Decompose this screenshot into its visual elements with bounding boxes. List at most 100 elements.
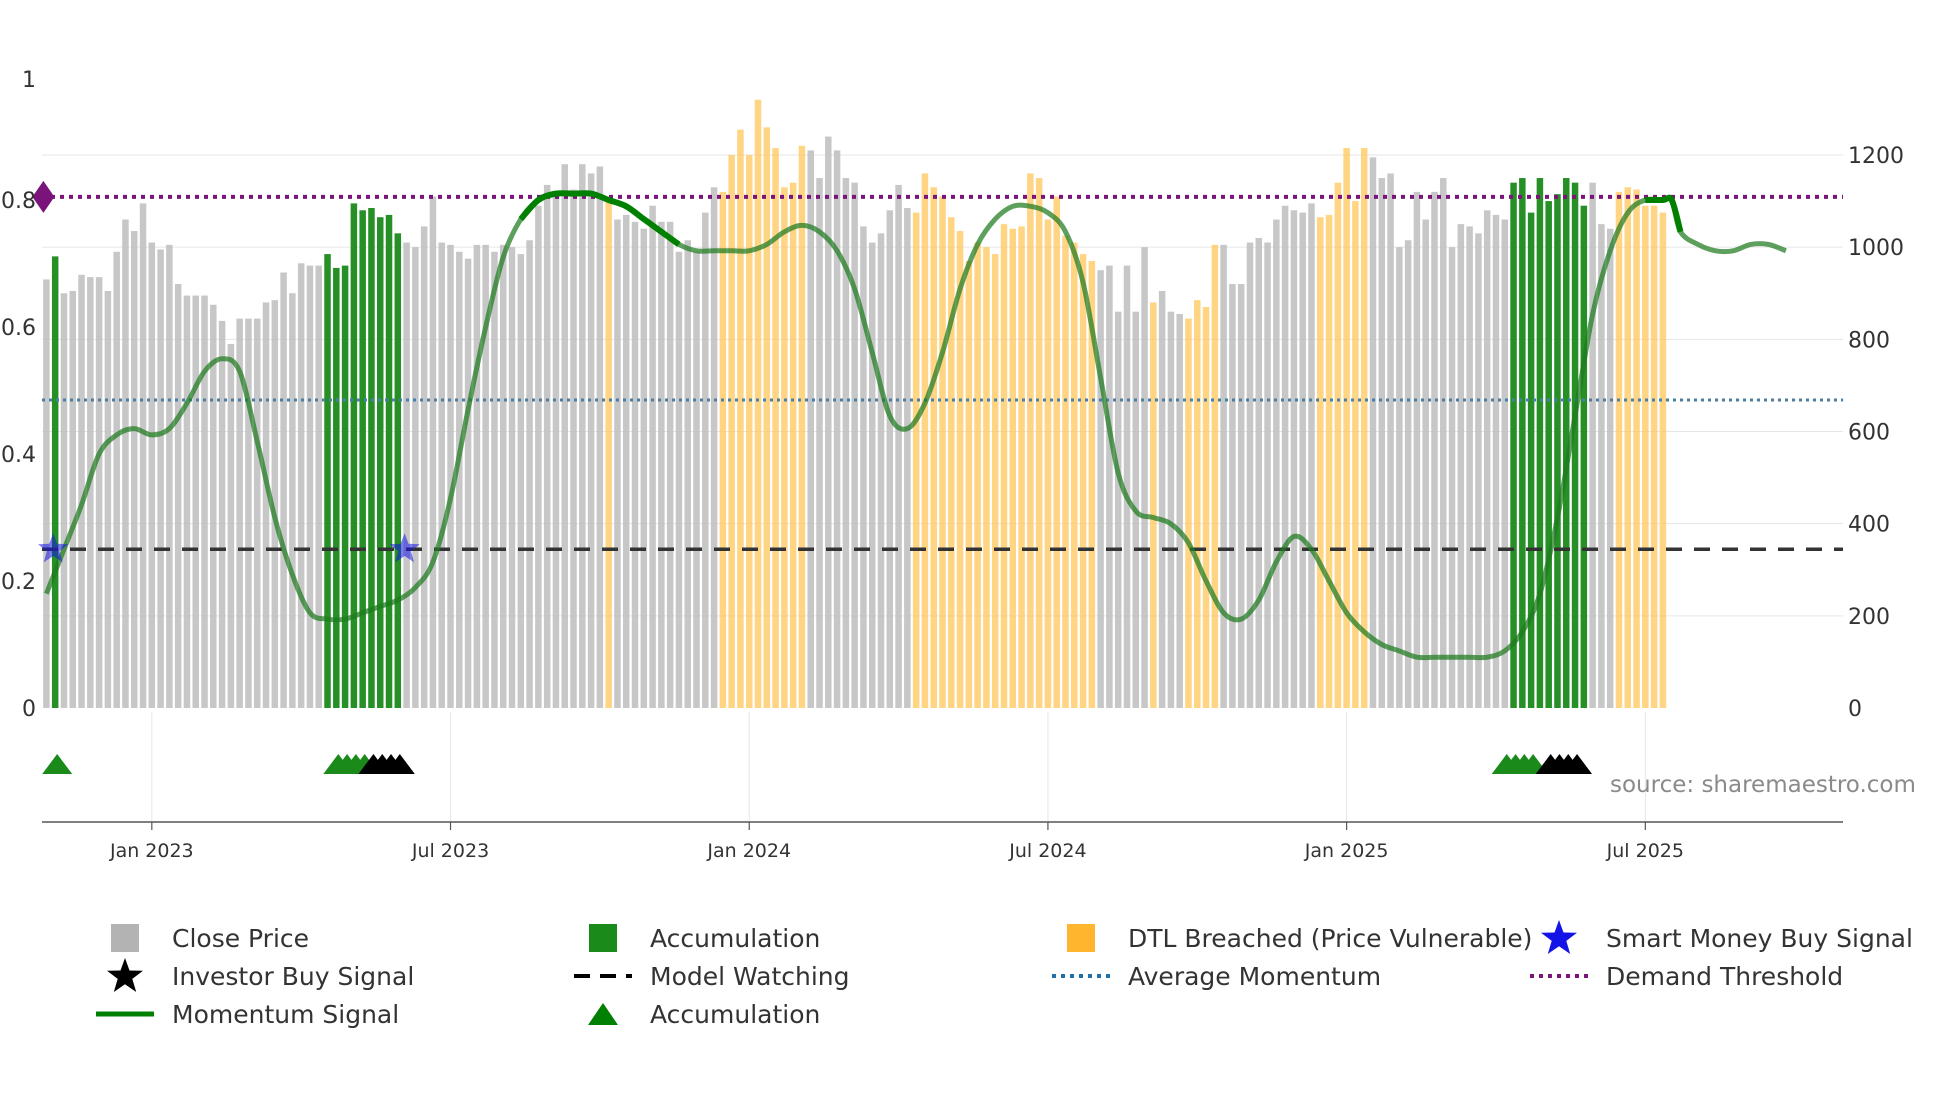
close-price-bar xyxy=(666,221,674,708)
legend-label: Momentum Signal xyxy=(172,999,400,1029)
right-tick-label: 800 xyxy=(1848,328,1890,353)
legend-triangle-icon xyxy=(568,996,638,1032)
dtl-breached-bar xyxy=(789,182,797,708)
dtl-breached-bar xyxy=(1352,201,1359,709)
close-price-bar xyxy=(1123,265,1131,708)
right-tick-label: 0 xyxy=(1848,697,1862,722)
close-price-bar xyxy=(262,302,270,708)
close-price-bar xyxy=(456,251,463,708)
x-tick-label: Jul 2025 xyxy=(1606,840,1684,862)
close-price-bar xyxy=(1440,178,1447,708)
dtl-breached-bar xyxy=(1659,212,1667,708)
close-price-bar xyxy=(851,182,858,708)
close-price-bar xyxy=(1176,313,1183,708)
dtl-breached-bar xyxy=(1185,318,1192,708)
dtl-breached-bar xyxy=(605,201,612,709)
close-price-bar xyxy=(622,214,630,709)
accumulation-triangle xyxy=(42,754,73,774)
close-price-bar xyxy=(473,244,481,709)
x-tick-label: Jul 2024 xyxy=(1008,840,1086,862)
close-price-bar xyxy=(1299,212,1306,708)
legend-label: Demand Threshold xyxy=(1606,961,1844,991)
close-price-bar xyxy=(69,290,76,708)
legend-line-icon xyxy=(90,996,160,1032)
right-tick-label: 200 xyxy=(1848,605,1890,630)
dtl-breached-bar xyxy=(1360,148,1368,708)
momentum-signal xyxy=(44,190,1787,661)
dtl-breached-bar xyxy=(1650,205,1658,709)
close-price-bar xyxy=(1422,219,1429,708)
momentum-line-strong xyxy=(1645,194,1684,233)
close-price-bar xyxy=(1606,228,1614,708)
close-price-bar xyxy=(1387,173,1394,708)
close-price-bar xyxy=(1598,224,1605,708)
close-price-bar xyxy=(236,318,243,708)
legend-label: Accumulation xyxy=(650,999,821,1029)
close-price-bar xyxy=(227,343,235,708)
close-price-bar xyxy=(526,240,533,709)
close-price-bar xyxy=(570,189,577,708)
accumulation-bar xyxy=(1571,182,1579,708)
close-price-bar xyxy=(122,219,129,708)
dtl-breached-bar xyxy=(1000,224,1008,708)
close-price-bar xyxy=(825,136,832,709)
close-price-bar xyxy=(1167,311,1175,708)
dtl-breached-bar xyxy=(1317,217,1324,708)
accumulation-bar xyxy=(1580,205,1588,709)
close-price-bar xyxy=(412,247,419,708)
x-tick-label: Jan 2025 xyxy=(1304,840,1389,862)
close-price-bar xyxy=(816,178,823,708)
momentum-line-strong xyxy=(518,190,681,247)
accumulation-bar xyxy=(333,267,340,708)
accumulation-bar xyxy=(1527,212,1535,708)
dtl-breached-bar xyxy=(991,254,999,708)
dtl-breached-bar xyxy=(1009,228,1017,708)
close-price-bar xyxy=(1308,203,1315,708)
momentum-line xyxy=(44,190,1787,661)
close-price-bar xyxy=(245,318,252,708)
close-price-bar xyxy=(148,242,156,708)
close-price-bar xyxy=(201,295,208,708)
dtl-breached-bar xyxy=(1633,189,1640,708)
close-price-bar xyxy=(702,212,709,708)
legend-label: Close Price xyxy=(172,923,310,953)
close-price-bar xyxy=(1448,247,1456,708)
close-price-bar xyxy=(253,318,261,708)
close-price-bar xyxy=(1106,265,1113,708)
close-price-bar xyxy=(1431,191,1438,708)
legend-label: Accumulation xyxy=(650,923,821,953)
close-price-bar xyxy=(1589,182,1596,708)
close-price-bar xyxy=(1290,210,1298,709)
close-price-bar xyxy=(297,263,305,708)
dtl-breached-bar xyxy=(1150,302,1157,708)
close-price-bar xyxy=(1404,240,1412,709)
dtl-breached-bar xyxy=(772,148,779,708)
x-tick-label: Jul 2023 xyxy=(411,840,489,862)
close-price-bar xyxy=(1501,219,1509,708)
close-price-bar xyxy=(904,207,911,708)
legend-label: DTL Breached (Price Vulnerable) xyxy=(1128,923,1533,953)
close-price-bar xyxy=(860,226,867,708)
dtl-breached-bar xyxy=(965,260,973,708)
left-tick-label: 1 xyxy=(22,68,36,93)
legend-item: Model Watching xyxy=(568,958,850,994)
close-price-bar xyxy=(877,233,885,708)
right-tick-label: 1200 xyxy=(1848,144,1904,169)
close-price-bar xyxy=(95,277,103,708)
close-price-bar xyxy=(640,228,648,708)
close-price-bar xyxy=(60,293,68,708)
legend-dot-icon xyxy=(1524,958,1594,994)
close-price-bar xyxy=(1466,226,1473,708)
close-price-bar xyxy=(1475,233,1482,708)
accumulation-bar xyxy=(341,265,349,708)
dtl-breached-bar xyxy=(912,212,920,708)
dtl-breached-bar xyxy=(1211,244,1219,709)
accumulation-bar xyxy=(1510,182,1517,708)
left-tick-label: 0.2 xyxy=(1,570,36,595)
close-price-bar xyxy=(1369,157,1377,708)
close-price-bar xyxy=(1255,237,1263,708)
dtl-breached-bar xyxy=(1194,300,1201,708)
dtl-breached-bar xyxy=(1615,191,1623,708)
close-price-bar xyxy=(684,240,691,709)
close-price-bar xyxy=(113,251,120,708)
